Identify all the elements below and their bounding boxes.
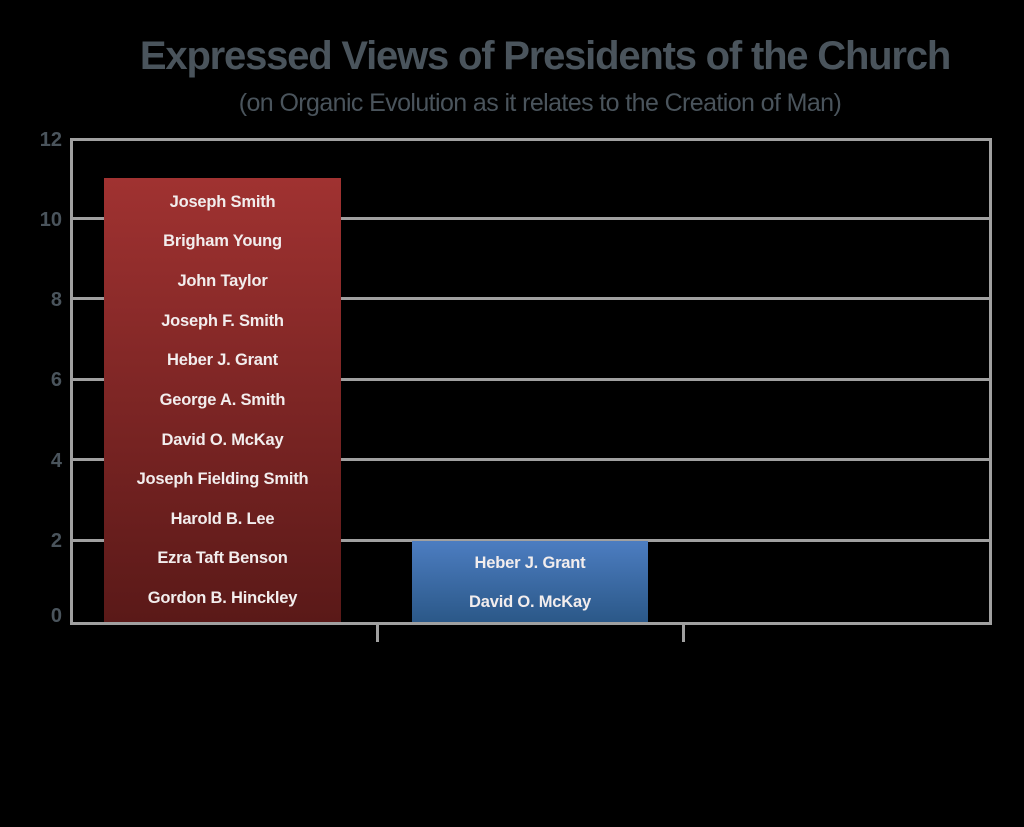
bar-label: David O. McKay [469, 593, 591, 612]
y-tick-label: 0 [50, 605, 62, 627]
chart-title: Expressed Views of Presidents of the Chu… [139, 34, 951, 78]
gridline [70, 539, 989, 542]
bar-label: Heber J. Grant [474, 553, 586, 572]
bar-label: Joseph Smith [169, 192, 276, 211]
bar-red: Joseph Smith Brigham Young John Taylor J… [104, 178, 341, 622]
plot-frame [70, 138, 992, 625]
bar-label: John Taylor [177, 272, 268, 291]
y-tick-label: 12 [39, 129, 62, 151]
gridline [70, 458, 989, 461]
bar-label: Harold B. Lee [170, 509, 275, 528]
bar-label: Gordon B. Hinckley [147, 589, 298, 608]
bar-label: Ezra Taft Benson [157, 549, 288, 568]
bar-label: Joseph Fielding Smith [136, 470, 309, 489]
bar-label: George A. Smith [159, 390, 286, 409]
y-tick-label: 6 [50, 369, 62, 391]
gridline [70, 297, 989, 300]
bar-label: Heber J. Grant [167, 351, 278, 370]
bar-blue: Heber J. Grant David O. McKay [412, 541, 648, 622]
y-tick-label: 8 [50, 289, 62, 311]
x-tick [376, 622, 379, 642]
bar-label: Brigham Young [163, 232, 282, 251]
chart-subtitle: (on Organic Evolution as it relates to t… [238, 89, 842, 117]
bar-label: Joseph F. Smith [161, 311, 284, 330]
y-tick-label: 10 [39, 209, 62, 231]
gridline [70, 217, 989, 220]
x-tick [682, 622, 685, 642]
gridline [70, 378, 989, 381]
bar-label: David O. McKay [161, 430, 284, 449]
y-tick-label: 2 [50, 530, 62, 552]
y-tick-label: 4 [50, 450, 62, 472]
